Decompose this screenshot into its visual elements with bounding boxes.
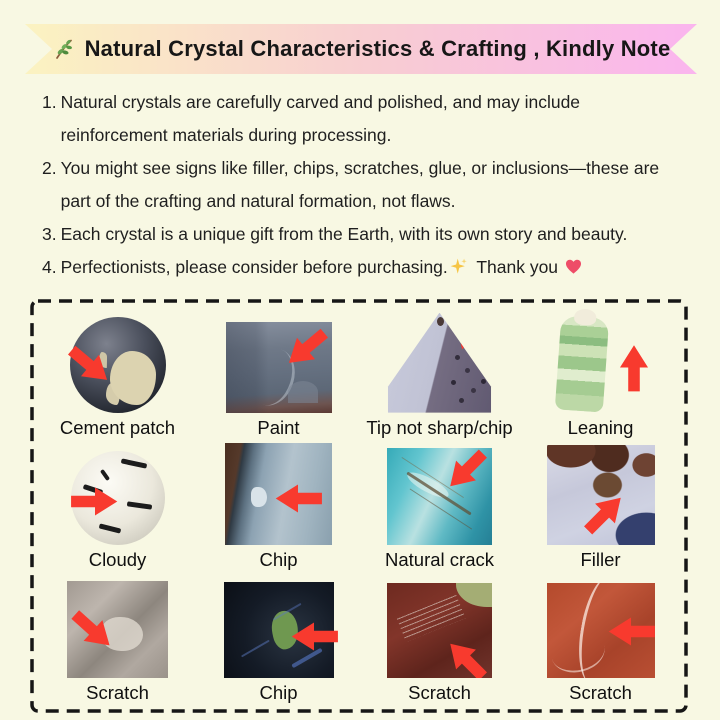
notes-list: 1. Natural crystals are carefully carved… (42, 86, 690, 284)
page-title: Natural Crystal Characteristics & Crafti… (84, 36, 671, 61)
needle-inclusion (120, 458, 147, 469)
pyramid-tip-photo (387, 312, 492, 413)
red-arrow-icon (576, 485, 633, 542)
note-item-4: 4. Perfectionists, please consider befor… (42, 251, 690, 284)
photo-texture (251, 487, 267, 508)
red-arrow-icon (444, 313, 492, 368)
red-arrow-icon (70, 485, 119, 518)
tile-label: Natural crack (385, 549, 494, 571)
note-text: Each crystal is a unique gift from the E… (60, 224, 628, 244)
note-number: 2. (42, 158, 57, 178)
photo-texture (287, 380, 318, 403)
note-item-2: 2. You might see signs like filler, chip… (42, 152, 690, 218)
gallery-tile-cloudy: Cloudy (37, 441, 198, 574)
tile-label: Scratch (408, 682, 471, 703)
tile-label: Cement patch (59, 416, 176, 438)
red-arrow-icon (617, 343, 650, 392)
crystal-tower (554, 315, 609, 413)
gallery-tile-leaning: Leaning (520, 308, 681, 441)
cement-patch-photo (67, 316, 166, 413)
leaning-tower-photo (546, 313, 656, 413)
note-text: Perfectionists, please consider before p… (61, 251, 690, 284)
red-arrow-icon (274, 482, 323, 515)
needle-inclusion (126, 501, 152, 511)
tile-label: Scratch (86, 682, 149, 703)
gallery-tile-cement-patch: Cement patch (37, 308, 198, 441)
note-text: Natural crystals are carefully carved an… (60, 92, 581, 145)
photo-texture (437, 316, 445, 326)
tile-label: Scratch (569, 682, 632, 703)
red-arrow-icon (277, 320, 335, 376)
gallery-tile-chip-dark: Chip (198, 573, 359, 706)
chip-photo (223, 582, 338, 678)
herb-sprig-icon (52, 37, 76, 61)
tile-label: Chip (259, 549, 298, 571)
sparkles-icon (450, 258, 467, 274)
paint-photo (225, 320, 335, 413)
red-arrow-icon (437, 631, 492, 678)
needle-inclusion (98, 523, 121, 534)
flaw-gallery-panel: Cement patch Paint Tip not sharp/chip (30, 299, 688, 713)
dashed-border (30, 299, 688, 713)
note-item-1: 1. Natural crystals are carefully carved… (42, 86, 690, 152)
photo-texture (456, 583, 492, 607)
flaw-example-grid: Cement patch Paint Tip not sharp/chip (33, 302, 685, 710)
note-text: You might see signs like filler, chips, … (60, 158, 660, 211)
gallery-tile-tip: Tip not sharp/chip (359, 308, 520, 441)
title-ribbon: Natural Crystal Characteristics & Crafti… (25, 24, 697, 74)
tile-label: Cloudy (88, 549, 147, 571)
gallery-tile-natural-crack: Natural crack (359, 441, 520, 574)
scratch-photo (546, 583, 655, 678)
gallery-tile-scratch-gray: Scratch (37, 573, 198, 706)
note-number: 3. (42, 224, 57, 244)
red-arrow-icon (437, 442, 494, 499)
gallery-tile-chip-blue: Chip (198, 441, 359, 574)
filler-photo (546, 445, 655, 546)
tile-label: Paint (257, 416, 300, 438)
heart-icon (565, 259, 581, 274)
note-text-part: Thank you (476, 257, 559, 277)
red-arrow-icon (290, 620, 338, 653)
tile-label: Chip (259, 682, 298, 703)
photo-texture (109, 350, 156, 405)
gallery-tile-scratch-red: Scratch (520, 573, 681, 706)
red-arrow-icon (607, 615, 655, 648)
red-arrow-icon (61, 337, 119, 393)
chip-photo (225, 443, 332, 546)
note-number: 4. (42, 257, 57, 277)
note-text-part: Perfectionists, please consider before p… (60, 257, 448, 277)
photo-texture (455, 354, 461, 360)
cloudy-sphere-photo (70, 451, 165, 546)
needle-inclusion (99, 469, 110, 482)
note-number: 1. (42, 92, 57, 112)
tile-label: Tip not sharp/chip (366, 416, 513, 438)
gallery-tile-scratch-darkred: Scratch (359, 573, 520, 706)
red-arrow-icon (64, 602, 122, 659)
scratch-photo (387, 583, 492, 678)
photo-texture (101, 617, 143, 651)
gallery-tile-paint: Paint (198, 308, 359, 441)
natural-crack-photo (387, 448, 492, 546)
tile-label: Filler (580, 549, 621, 571)
gallery-tile-filler: Filler (520, 441, 681, 574)
tile-label: Leaning (567, 416, 634, 438)
note-item-3: 3. Each crystal is a unique gift from th… (42, 218, 690, 251)
scratch-photo (67, 581, 168, 678)
